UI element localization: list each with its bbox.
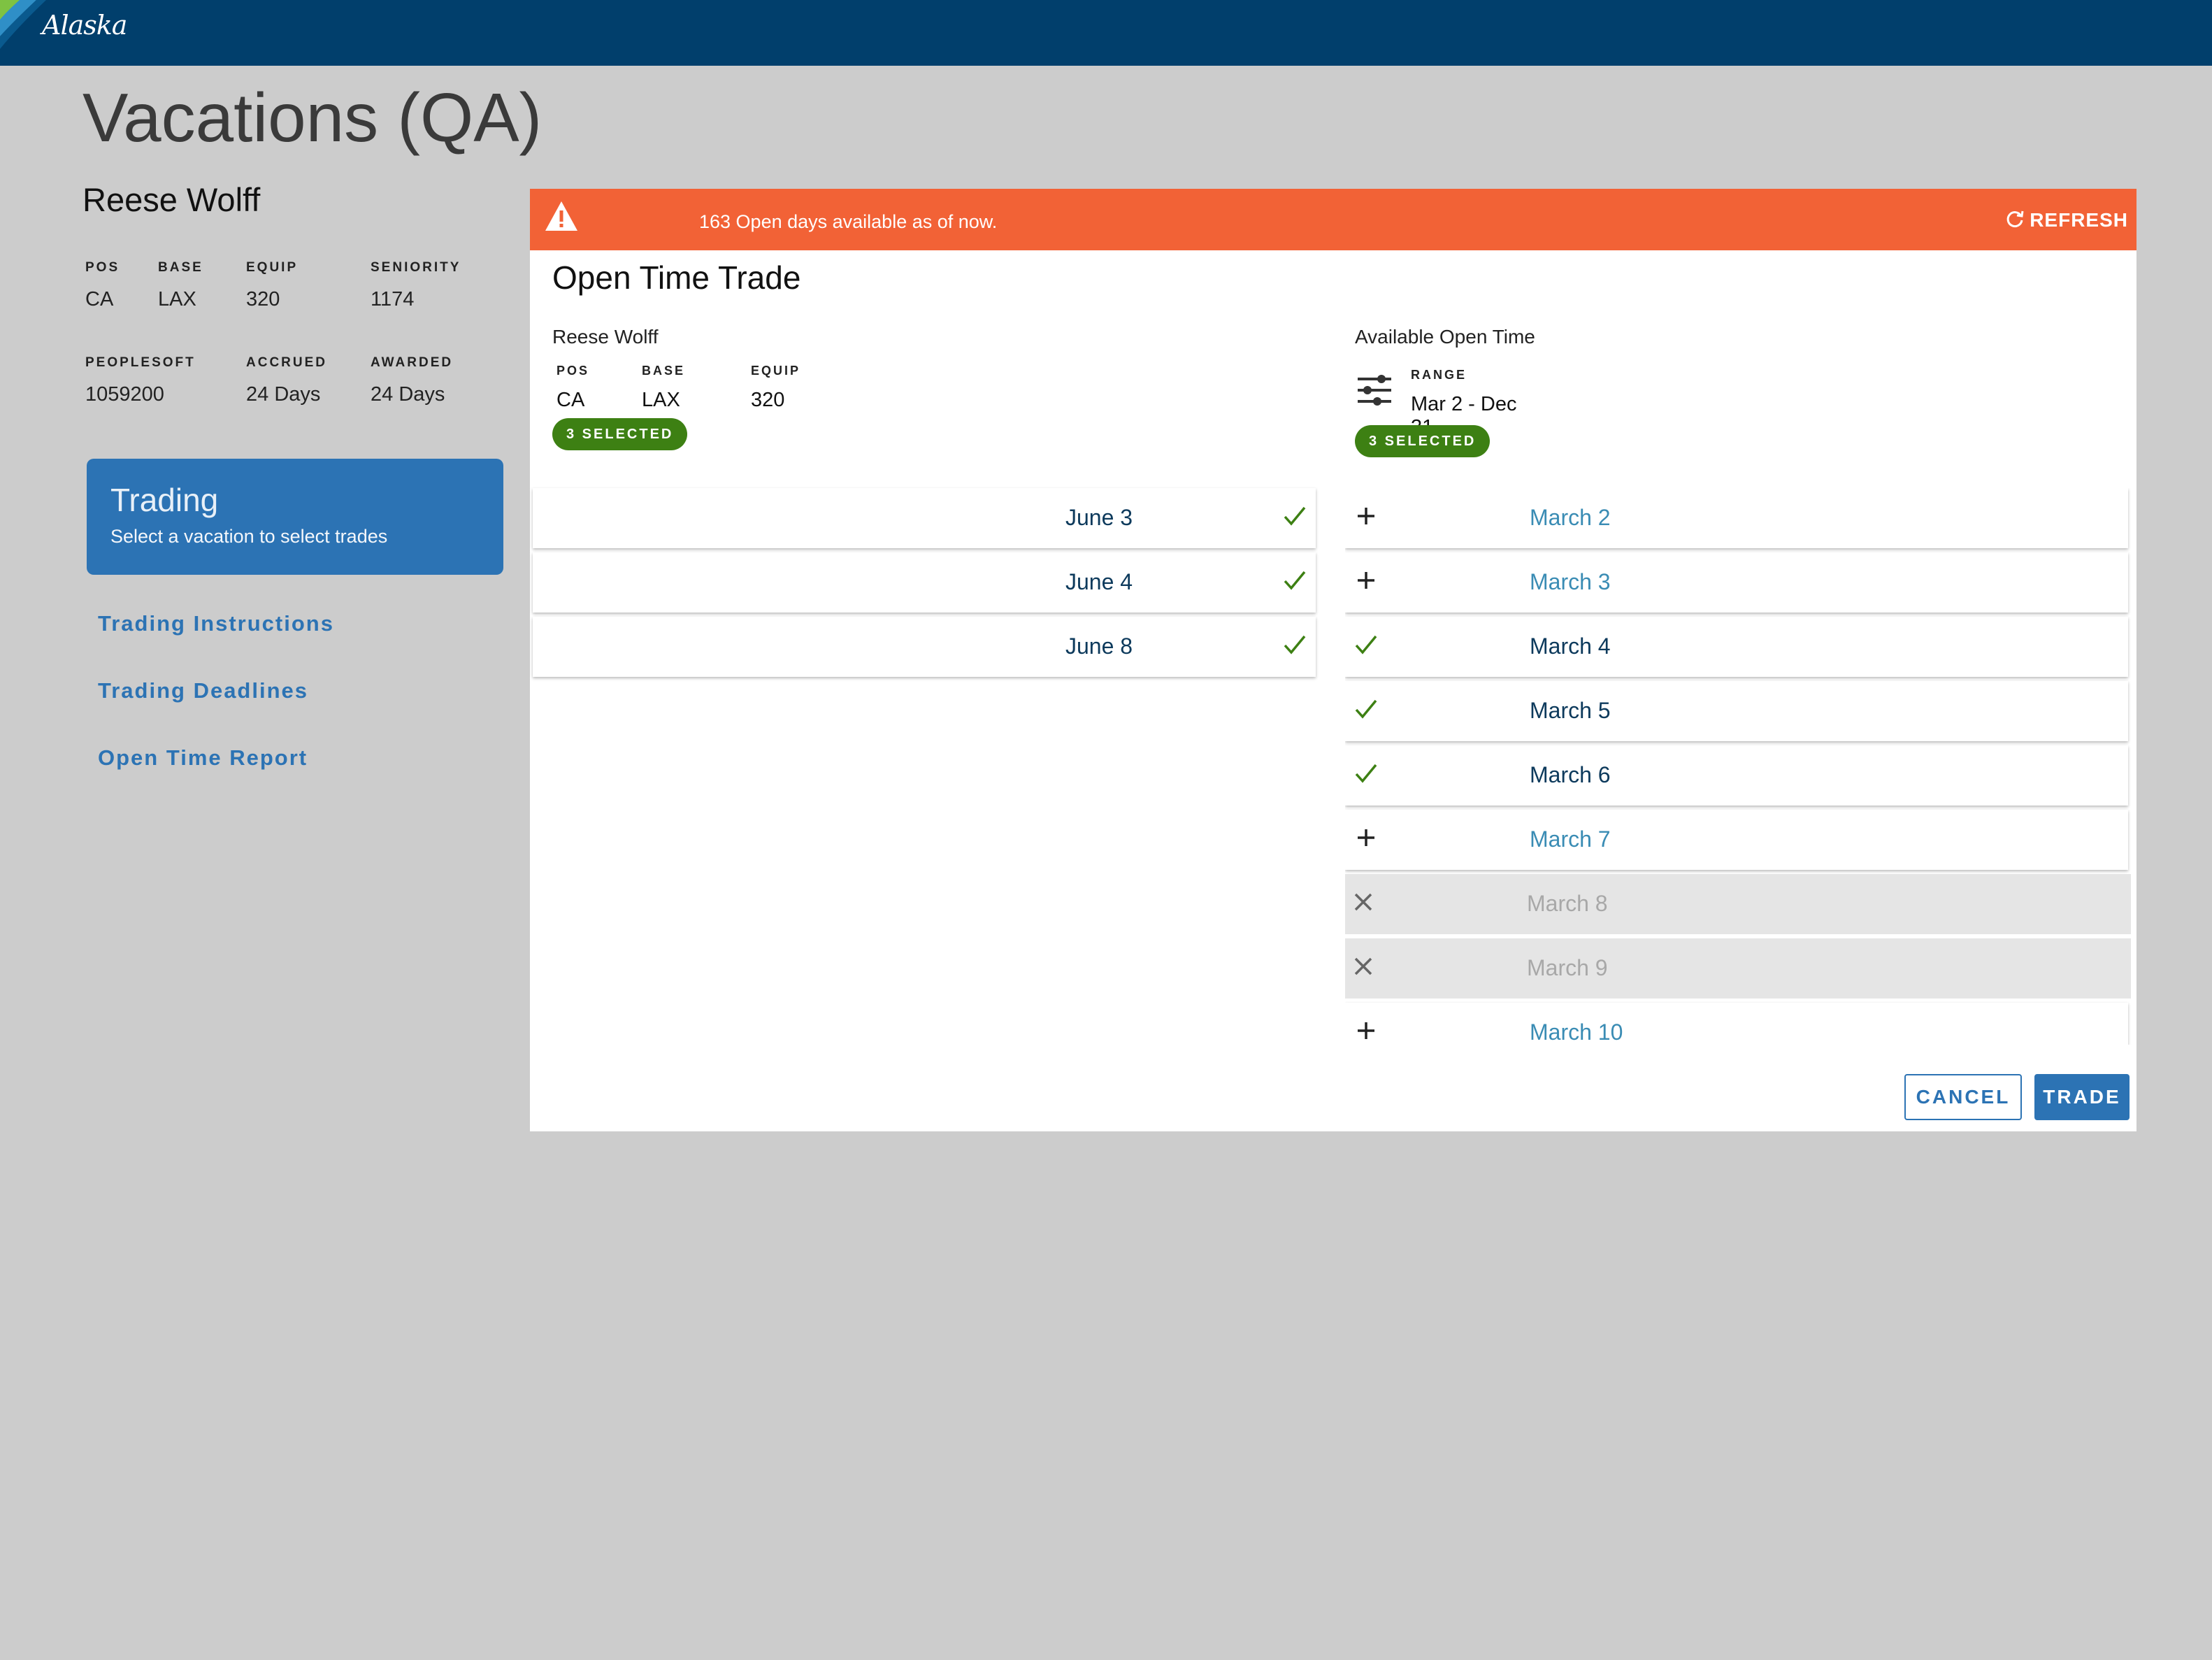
info-pos: POS CA xyxy=(85,260,120,311)
day-date: March 9 xyxy=(1527,955,1608,980)
left-base-label: BASE xyxy=(642,364,686,378)
range-filter-icon[interactable] xyxy=(1356,372,1393,412)
range-label: RANGE xyxy=(1411,368,1467,382)
trading-card[interactable]: Trading Select a vacation to select trad… xyxy=(87,459,503,575)
right-day-row[interactable]: March 5 xyxy=(1345,681,2128,741)
check-icon xyxy=(1352,759,1380,791)
left-equip-label: EQUIP xyxy=(751,364,801,378)
logo-swoosh-icon xyxy=(0,0,46,49)
info-base: BASE LAX xyxy=(158,260,203,311)
right-day-row[interactable]: March 6 xyxy=(1345,745,2128,806)
day-date: March 2 xyxy=(1530,505,1611,530)
alaska-logo[interactable]: Alaska xyxy=(0,0,168,66)
trading-instructions-link[interactable]: Trading Instructions xyxy=(98,611,334,636)
info-seniority-label: SENIORITY xyxy=(371,260,461,275)
info-equip-value: 320 xyxy=(246,288,280,310)
check-icon xyxy=(1352,695,1380,727)
day-date: March 5 xyxy=(1530,698,1611,723)
left-day-row[interactable]: June 3 xyxy=(533,488,1316,548)
cancel-button[interactable]: CANCEL xyxy=(1904,1074,2022,1120)
right-selected-badge: 3 SELECTED xyxy=(1355,425,1491,457)
right-day-row[interactable]: March 4 xyxy=(1345,617,2128,677)
info-peoplesoft: PEOPLESOFT 1059200 xyxy=(85,355,196,406)
alert-message: 163 Open days available as of now. xyxy=(699,211,998,232)
day-date: March 7 xyxy=(1530,827,1611,852)
info-equip-label: EQUIP xyxy=(246,260,299,275)
left-day-row[interactable]: June 8 xyxy=(533,617,1316,677)
day-date: March 4 xyxy=(1530,634,1611,659)
day-date: June 4 xyxy=(1065,569,1133,594)
right-day-row[interactable]: March 7 xyxy=(1345,810,2128,870)
right-day-row: March 8 xyxy=(1345,874,2131,934)
vacation-days-list: June 3 June 4 June 8 xyxy=(533,488,1319,852)
close-icon xyxy=(1349,888,1377,920)
trading-deadlines-link[interactable]: Trading Deadlines xyxy=(98,678,309,703)
plus-icon xyxy=(1352,1017,1380,1045)
refresh-icon xyxy=(2004,209,2030,231)
left-pos-value: CA xyxy=(556,389,585,411)
right-day-row[interactable]: March 3 xyxy=(1345,552,2128,613)
left-selected-badge: 3 SELECTED xyxy=(552,418,688,450)
close-icon xyxy=(1349,952,1377,984)
range-value: Mar 2 - Dec 31 xyxy=(1411,393,1517,438)
open-days-alert: 163 Open days available as of now. REFRE… xyxy=(530,189,2136,250)
info-seniority: SENIORITY 1174 xyxy=(371,260,461,311)
trading-card-subtitle: Select a vacation to select trades xyxy=(110,526,388,547)
info-awarded: AWARDED 24 Days xyxy=(371,355,453,406)
open-time-days-list: March 2 March 3 March 4 March 5 March 6 March… xyxy=(1345,488,2136,1045)
info-peoplesoft-value: 1059200 xyxy=(85,383,164,406)
warning-icon xyxy=(544,200,579,236)
info-pos-value: CA xyxy=(85,288,114,310)
right-day-row: March 9 xyxy=(1345,938,2131,999)
plus-icon xyxy=(1352,502,1380,534)
info-base-value: LAX xyxy=(158,288,196,310)
plus-icon xyxy=(1352,824,1380,855)
day-date: March 6 xyxy=(1530,762,1611,787)
left-base-value: LAX xyxy=(642,389,680,411)
info-awarded-value: 24 Days xyxy=(371,383,445,406)
left-pos-label: POS xyxy=(556,364,590,378)
left-column-header: Reese Wolff POS CA BASE LAX EQUIP 320 3 … xyxy=(552,326,798,450)
refresh-button[interactable]: REFRESH xyxy=(2004,208,2128,231)
top-nav-bar: Alaska xyxy=(0,0,2212,66)
day-date: June 3 xyxy=(1065,505,1133,530)
check-icon xyxy=(1281,566,1309,598)
info-pos-label: POS xyxy=(85,260,120,275)
info-equip: EQUIP 320 xyxy=(246,260,298,311)
plus-icon xyxy=(1352,566,1380,598)
panel-title: Open Time Trade xyxy=(552,259,801,296)
left-equip-value: 320 xyxy=(751,389,785,411)
left-column-name: Reese Wolff xyxy=(552,326,659,348)
info-accrued-label: ACCRUED xyxy=(246,355,327,370)
check-icon xyxy=(1281,631,1309,662)
day-date: March 8 xyxy=(1527,891,1608,916)
logo-text: Alaska xyxy=(42,10,127,41)
agent-name: Reese Wolff xyxy=(82,181,261,218)
info-accrued: ACCRUED 24 Days xyxy=(246,355,327,406)
day-date: March 10 xyxy=(1530,1019,1623,1045)
info-base-label: BASE xyxy=(158,260,203,275)
page-title: Vacations (QA) xyxy=(82,79,543,156)
info-accrued-value: 24 Days xyxy=(246,383,321,406)
right-column-name: Available Open Time xyxy=(1355,326,1535,348)
trading-card-title: Trading xyxy=(110,482,219,518)
left-day-row[interactable]: June 4 xyxy=(533,552,1316,613)
open-time-trade-panel: 163 Open days available as of now. REFRE… xyxy=(530,189,2136,1131)
right-day-row[interactable]: March 10 xyxy=(1345,1003,2128,1045)
day-date: June 8 xyxy=(1065,634,1133,659)
right-column-header: Available Open Time RANGE Mar 2 - Dec 31… xyxy=(1355,326,1535,457)
check-icon xyxy=(1281,502,1309,534)
trade-button[interactable]: TRADE xyxy=(2034,1074,2130,1120)
info-seniority-value: 1174 xyxy=(371,288,415,310)
day-date: March 3 xyxy=(1530,569,1611,594)
info-awarded-label: AWARDED xyxy=(371,355,454,370)
right-day-row[interactable]: March 2 xyxy=(1345,488,2128,548)
open-time-report-link[interactable]: Open Time Report xyxy=(98,745,308,770)
check-icon xyxy=(1352,631,1380,662)
info-peoplesoft-label: PEOPLESOFT xyxy=(85,355,196,370)
refresh-label: REFRESH xyxy=(2030,209,2128,231)
